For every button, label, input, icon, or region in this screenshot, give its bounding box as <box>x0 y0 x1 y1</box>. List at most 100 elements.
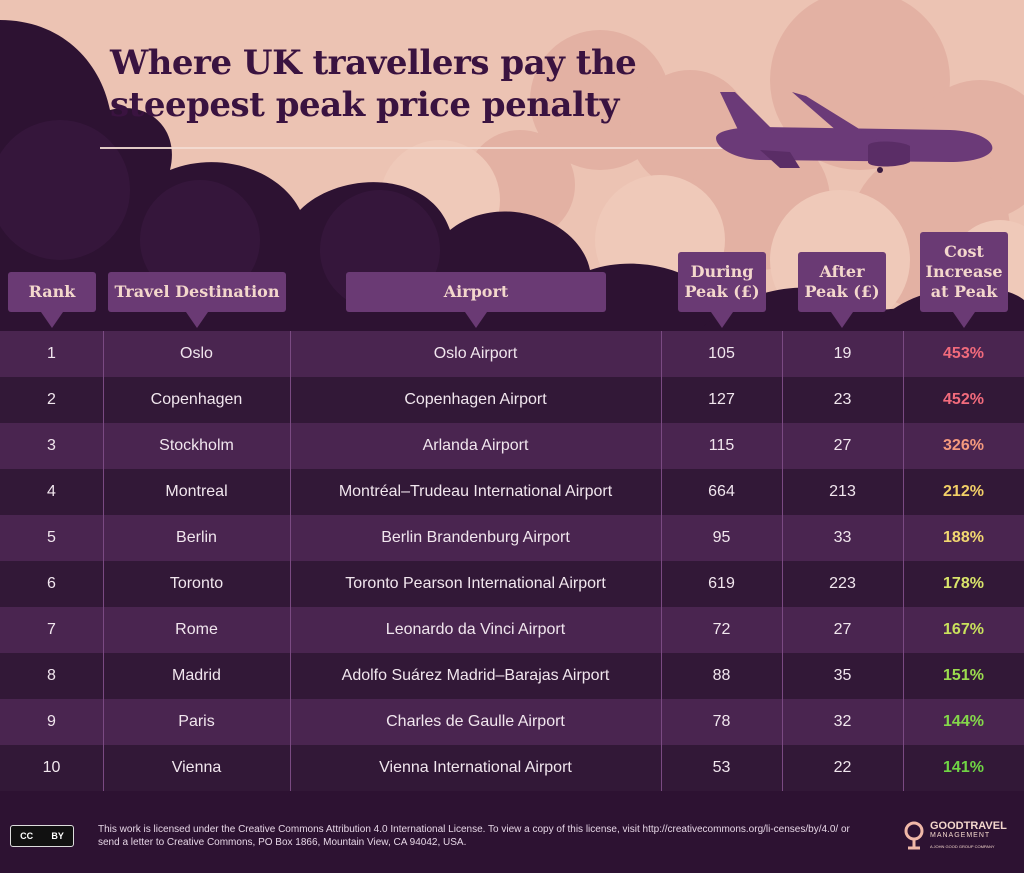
rank-cell: 5 <box>47 529 56 546</box>
destination-cell: Rome <box>175 621 218 638</box>
column-header-during-peak: During Peak (£) <box>678 252 766 328</box>
destination-cell: Berlin <box>176 529 217 546</box>
airport-cell: Arlanda Airport <box>422 437 529 454</box>
cc-by-license-badge: CC BY <box>10 825 74 847</box>
rank-cell: 4 <box>47 483 56 500</box>
license-text: This work is licensed under the Creative… <box>98 824 850 848</box>
column-header-rank: Rank <box>8 272 96 328</box>
cost-increase-cell: 212% <box>943 483 984 500</box>
rank-cell: 8 <box>47 667 56 684</box>
after-peak-cell: 35 <box>833 667 852 684</box>
rank-cell: 6 <box>47 575 56 592</box>
logo-tagline: A JOHN GOOD GROUP COMPANY <box>930 844 995 849</box>
cost-increase-cell: 141% <box>943 759 984 776</box>
after-peak-cell: 32 <box>833 713 852 730</box>
airplane-icon <box>716 92 993 173</box>
cost-increase-cell: 453% <box>943 345 984 362</box>
cost-increase-cell: 151% <box>943 667 984 684</box>
rank-cell: 2 <box>47 391 56 408</box>
column-header-label: Rank <box>28 282 76 301</box>
table-row: 6 Toronto Toronto Pearson International Ai… <box>0 561 1024 607</box>
airport-cell: Toronto Pearson International Airport <box>345 575 606 592</box>
chart-title: Where UK travellers pay the steepest pea… <box>110 42 670 126</box>
during-peak-cell: 88 <box>712 667 731 684</box>
column-header-airport: Airport <box>346 272 606 328</box>
destination-cell: Vienna <box>171 759 222 776</box>
during-peak-cell: 78 <box>712 713 731 730</box>
destination-cell: Oslo <box>180 345 213 362</box>
cost-increase-cell: 452% <box>943 391 984 408</box>
during-peak-cell: 72 <box>712 621 731 638</box>
after-peak-cell: 27 <box>833 621 852 638</box>
airport-cell: Leonardo da Vinci Airport <box>385 621 566 638</box>
after-peak-cell: 27 <box>833 437 852 454</box>
table-row: 8 Madrid Adolfo Suárez Madrid–Barajas Airp… <box>0 653 1024 699</box>
column-header-label: Travel Destination <box>114 282 280 301</box>
airport-cell: Berlin Brandenburg Airport <box>381 529 570 546</box>
by-icon: BY <box>51 831 64 841</box>
logo-name: GOODTRAVEL <box>930 820 1007 832</box>
airport-cell: Oslo Airport <box>433 345 518 362</box>
location-pin-icon <box>904 821 924 850</box>
airport-cell: Montréal–Trudeau International Airport <box>338 483 613 500</box>
during-peak-cell: 115 <box>708 437 735 454</box>
column-divider <box>661 331 662 791</box>
destination-cell: Copenhagen <box>150 391 243 408</box>
logo-subtitle: MANAGEMENT <box>930 832 991 839</box>
chart-title-line-2: steepest peak price penalty <box>110 85 619 125</box>
after-peak-cell: 23 <box>833 391 852 408</box>
rank-cell: 7 <box>47 621 56 638</box>
table-row: 4 Montreal Montréal–Trudeau International … <box>0 469 1024 515</box>
destination-cell: Stockholm <box>159 437 234 454</box>
column-divider <box>290 331 291 791</box>
after-peak-cell: 33 <box>833 529 852 546</box>
table-row: 10 Vienna Vienna International Airport 53 22… <box>0 745 1024 791</box>
rank-cell: 1 <box>47 345 56 362</box>
airport-cell: Adolfo Suárez Madrid–Barajas Airport <box>341 667 610 684</box>
column-header-label: After Peak (£) <box>804 262 880 301</box>
during-peak-cell: 95 <box>712 529 731 546</box>
destination-cell: Madrid <box>172 667 221 684</box>
goodtravel-logo: GOODTRAVEL MANAGEMENT A JOHN GOOD GROUP … <box>902 818 1014 854</box>
column-header-label: Cost Increase at Peak <box>925 242 1003 301</box>
during-peak-cell: 664 <box>708 483 735 500</box>
cost-increase-cell: 326% <box>943 437 984 454</box>
during-peak-cell: 105 <box>708 345 735 362</box>
column-header-destination: Travel Destination <box>108 272 286 328</box>
cost-increase-cell: 178% <box>943 575 984 592</box>
table-row: 3 Stockholm Arlanda Airport 115 27 326% <box>0 423 1024 469</box>
during-peak-cell: 127 <box>708 391 735 408</box>
destination-cell: Montreal <box>165 483 228 500</box>
column-header-after-peak: After Peak (£) <box>798 252 886 328</box>
destination-cell: Toronto <box>169 575 224 592</box>
column-divider <box>103 331 104 791</box>
cost-increase-cell: 188% <box>943 529 984 546</box>
table-row: 1 Oslo Oslo Airport 105 19 453% <box>0 331 1024 377</box>
during-peak-cell: 619 <box>708 575 735 592</box>
table-row: 7 Rome Leonardo da Vinci Airport 72 27 167% <box>0 607 1024 653</box>
destination-cell: Paris <box>178 713 215 730</box>
after-peak-cell: 213 <box>829 483 856 500</box>
chart-title-line-1: Where UK travellers pay the <box>110 43 637 83</box>
during-peak-cell: 53 <box>712 759 731 776</box>
cost-increase-cell: 144% <box>943 713 984 730</box>
column-header-cost-increase: Cost Increase at Peak <box>920 232 1008 328</box>
rank-cell: 10 <box>42 759 61 776</box>
table-row: 5 Berlin Berlin Brandenburg Airport 95 33 188… <box>0 515 1024 561</box>
column-divider <box>903 331 904 791</box>
table-row: 9 Paris Charles de Gaulle Airport 78 32 144% <box>0 699 1024 745</box>
after-peak-cell: 22 <box>833 759 852 776</box>
column-header-label: Airport <box>443 282 509 301</box>
after-peak-cell: 223 <box>829 575 856 592</box>
airport-cell: Copenhagen Airport <box>404 391 547 408</box>
cost-increase-cell: 167% <box>943 621 984 638</box>
airport-cell: Charles de Gaulle Airport <box>386 713 565 730</box>
cc-icon: CC <box>20 831 34 841</box>
column-divider <box>782 331 783 791</box>
airport-cell: Vienna International Airport <box>379 759 572 776</box>
after-peak-cell: 19 <box>833 345 852 362</box>
table-row: 2 Copenhagen Copenhagen Airport 127 23 452% <box>0 377 1024 423</box>
rank-cell: 9 <box>47 713 56 730</box>
rank-cell: 3 <box>47 437 56 454</box>
column-header-label: During Peak (£) <box>684 262 760 301</box>
